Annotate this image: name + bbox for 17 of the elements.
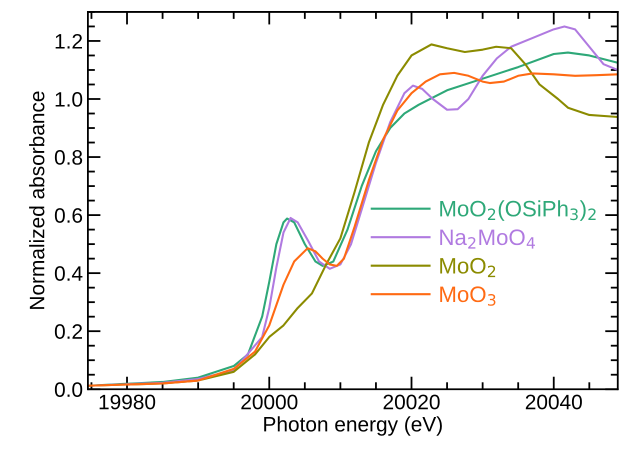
x-tick-label: 20000 [241,394,298,410]
y-tick-label: 1.0 [56,92,82,107]
x-axis-title: Photon energy (eV) [264,416,442,436]
x-tick-label: 20040 [526,394,582,410]
y-axis-title: Normalized absorbance [29,91,44,309]
x-tick-label: 20020 [384,394,440,410]
x-tick-label: 19980 [100,394,156,410]
legend-label: Na$_{2}$MoO$_{4}$ [440,229,535,249]
y-tick-label: 0.8 [54,150,82,165]
y-tick-label: 0.0 [54,382,82,397]
y-tick-label: 0.4 [54,266,82,281]
y-tick-label: 1.2 [56,34,82,49]
legend-label: MoO$_{2}$(OSiPh$_{3}$)$_{2}$ [440,200,596,221]
legend-label: MoO$_{2}$ [440,258,496,278]
y-tick-label: 0.6 [54,208,82,223]
legend-label: MoO$_{3}$ [440,286,496,306]
y-tick-label: 0.2 [54,324,82,339]
